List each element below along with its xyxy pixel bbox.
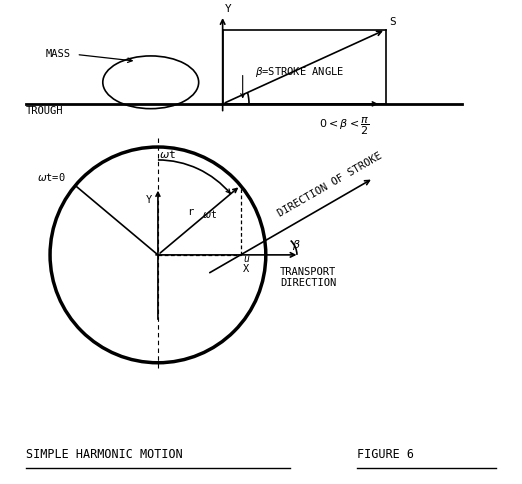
- Text: TRANSPORT
DIRECTION: TRANSPORT DIRECTION: [280, 267, 336, 288]
- Text: $\omega$t=0: $\omega$t=0: [37, 171, 66, 183]
- Text: r: r: [187, 208, 194, 217]
- Text: u: u: [243, 254, 249, 264]
- Text: $\omega$t: $\omega$t: [159, 148, 176, 160]
- Text: DIRECTION OF STROKE: DIRECTION OF STROKE: [276, 151, 384, 219]
- Text: MASS: MASS: [45, 48, 70, 59]
- Text: Y: Y: [146, 195, 152, 205]
- Text: TROUGH: TROUGH: [26, 106, 64, 116]
- Text: S: S: [389, 17, 396, 27]
- Text: FIGURE 6: FIGURE 6: [357, 448, 414, 461]
- Text: $\omega$t: $\omega$t: [201, 208, 217, 220]
- Text: $\beta$: $\beta$: [292, 238, 301, 252]
- Text: $0 < \beta < \dfrac{\pi}{2}$: $0 < \beta < \dfrac{\pi}{2}$: [318, 116, 369, 137]
- Text: $\beta$=STROKE ANGLE: $\beta$=STROKE ANGLE: [255, 65, 345, 79]
- Text: X: X: [243, 264, 249, 274]
- Text: Y: Y: [225, 4, 232, 14]
- Text: SIMPLE HARMONIC MOTION: SIMPLE HARMONIC MOTION: [26, 448, 183, 461]
